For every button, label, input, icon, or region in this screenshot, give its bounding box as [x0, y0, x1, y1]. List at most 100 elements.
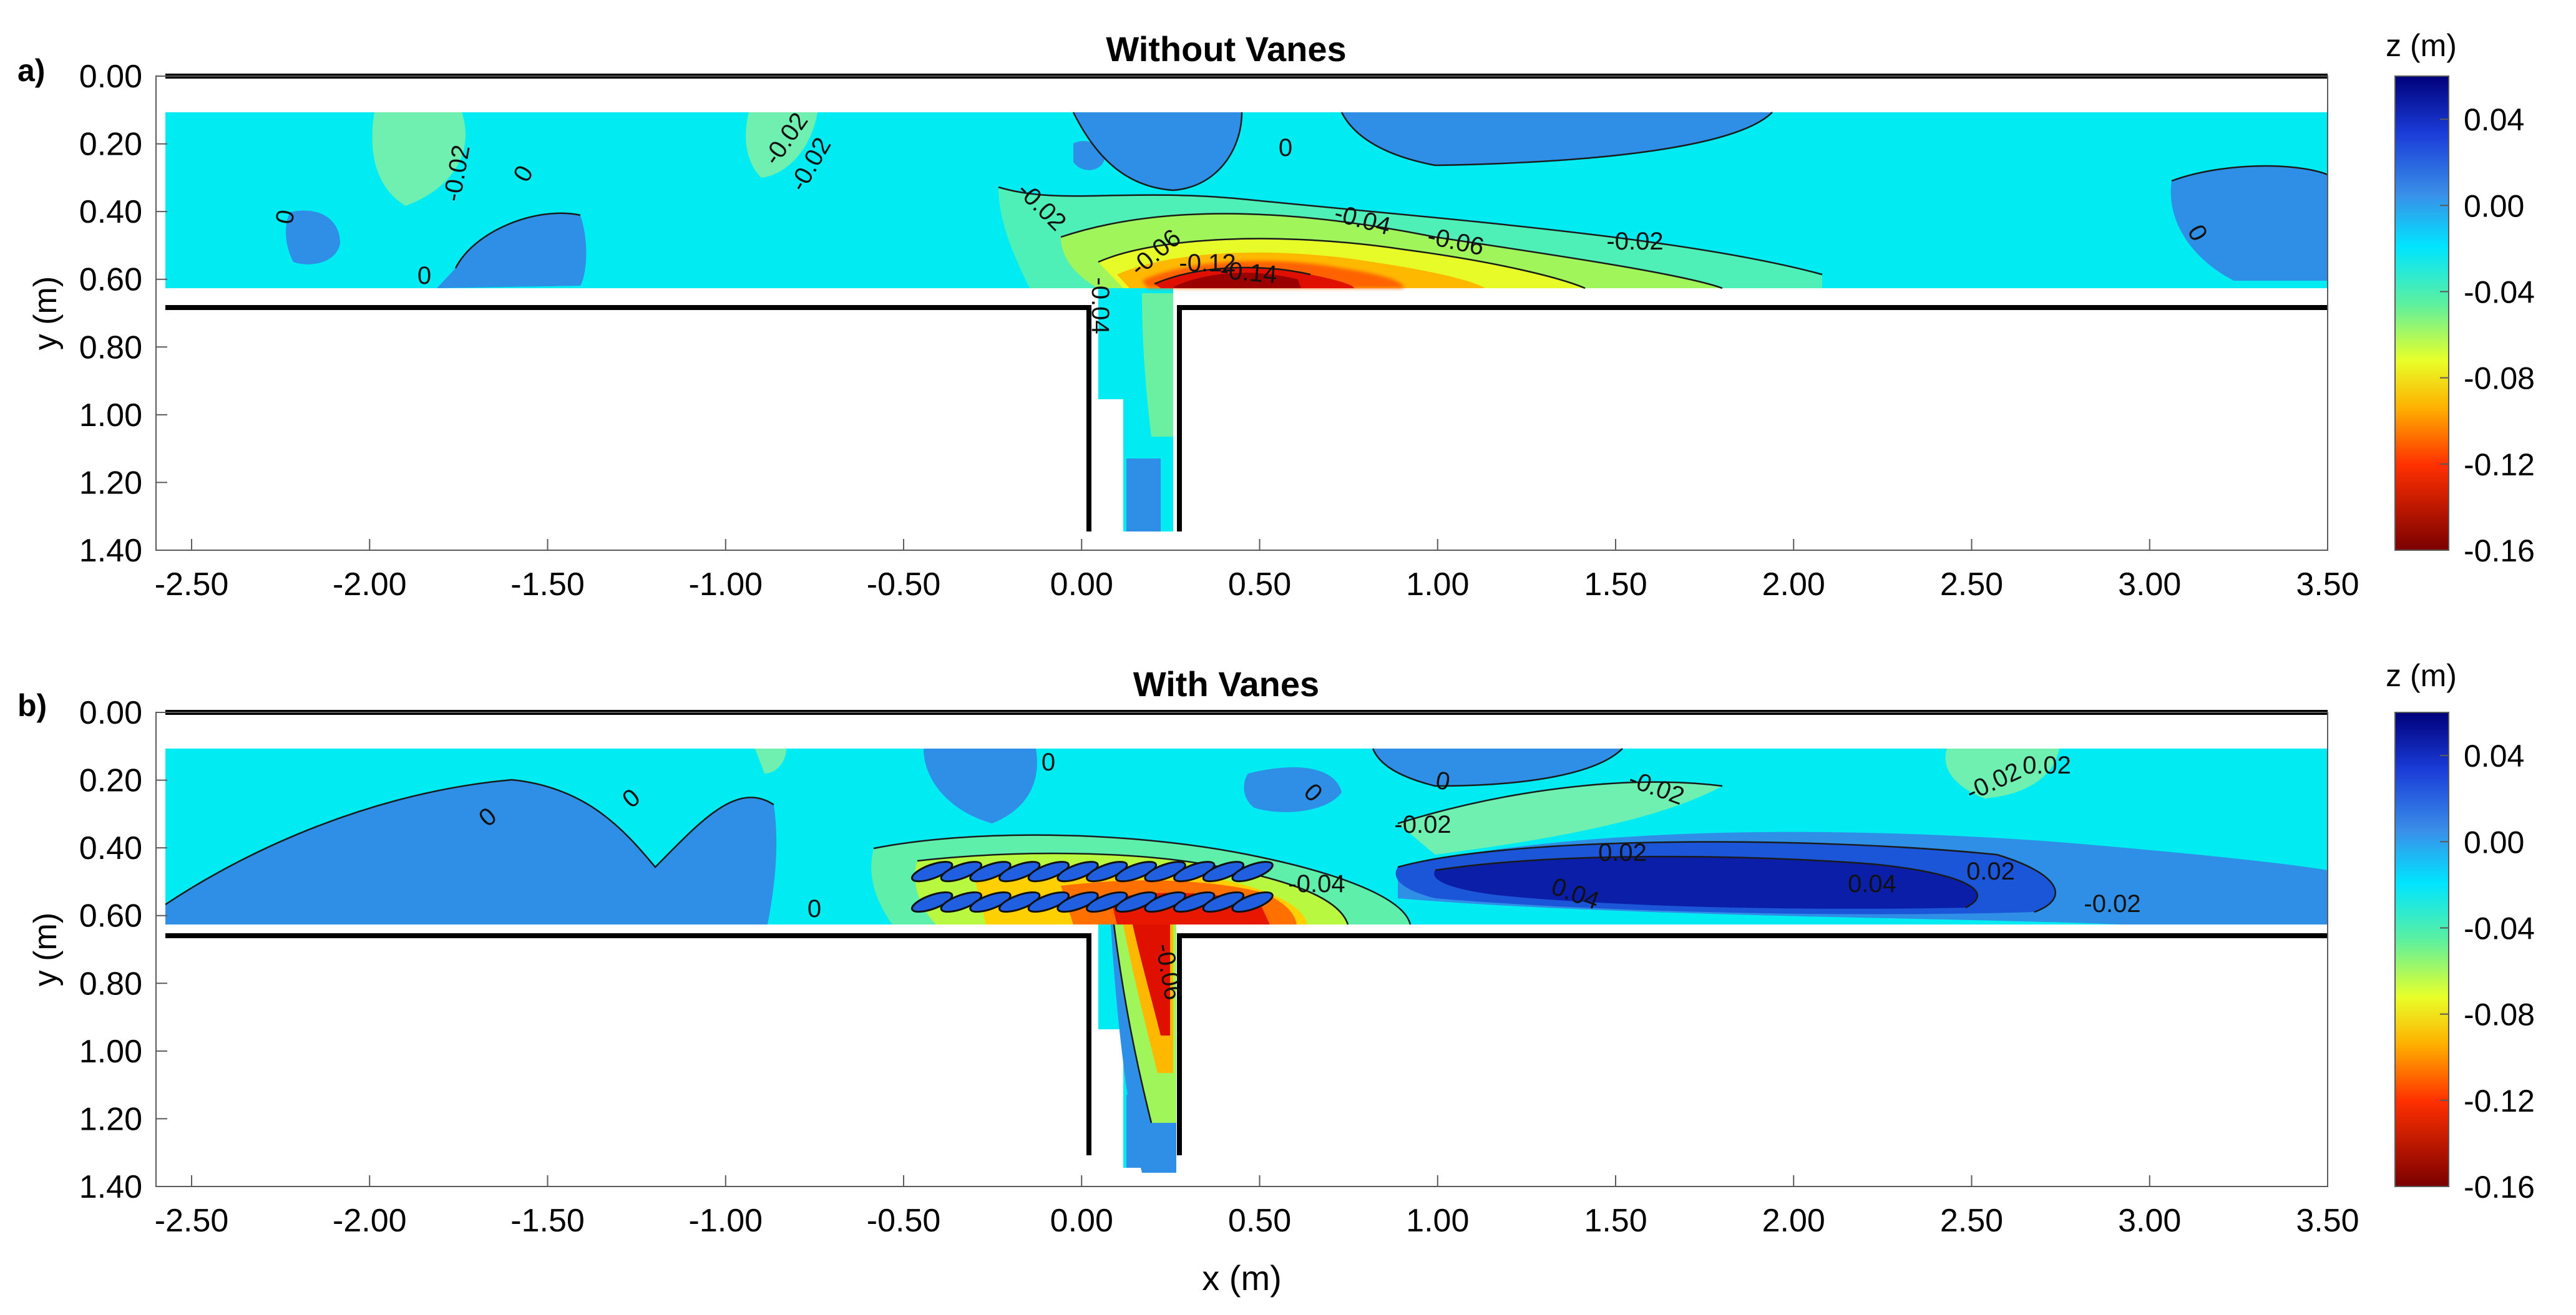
panel-a-contours — [454, 112, 2328, 289]
colorbar-tick-label: -0.12 — [2464, 1084, 2535, 1118]
x-tick-label: 1.50 — [1584, 566, 1647, 603]
vane — [940, 861, 983, 883]
y-tick-label: 1.00 — [79, 397, 142, 434]
x-tick-label: -2.50 — [155, 566, 229, 603]
colorbar-tick-label: -0.16 — [2464, 533, 2535, 568]
panel-b-xlabel: x (m) — [1202, 1258, 1282, 1298]
colorbar-a-gradient — [2394, 75, 2449, 551]
y-tick-label: 0.40 — [79, 830, 142, 866]
vane — [1231, 861, 1274, 883]
colorbar-tick-label: 0.00 — [2464, 825, 2524, 860]
x-tick-label: 0.50 — [1228, 566, 1291, 603]
vane — [911, 861, 954, 883]
contour-label: -0.02 — [1606, 228, 1663, 255]
x-tick-label: 1.00 — [1406, 566, 1469, 603]
vane — [1202, 861, 1245, 883]
panel-a-label: a) — [17, 53, 45, 88]
y-tick-label: 0.20 — [79, 763, 142, 799]
colorbar-a-label: z (m) — [2386, 28, 2457, 63]
panel-b-axes-frame — [155, 712, 2328, 1187]
vane — [1115, 891, 1158, 913]
vane — [1115, 861, 1158, 883]
colorbar-a: z (m) 0.04 0.00 -0.04 -0.08 -0.12 -0.16 — [2386, 28, 2535, 568]
x-tick-label: 3.50 — [2296, 566, 2359, 603]
x-tick-label: -0.50 — [867, 566, 941, 603]
x-tick-label: 0.00 — [1050, 566, 1113, 603]
vane — [940, 891, 983, 913]
panel-a-x-ticks: -2.50 -2.00 -1.50 -1.00 -0.50 0.00 0.50 1.00 1.5… — [155, 539, 2359, 603]
x-tick-label: 0.50 — [1228, 1203, 1291, 1239]
colorbar-tick-label: 0.00 — [2464, 188, 2524, 223]
contour-label: 0 — [1279, 134, 1292, 162]
vane — [1056, 891, 1099, 913]
contour-label: -0.04 — [1288, 870, 1345, 898]
panel-b-x-ticks: -2.50 -2.00 -1.50 -1.00 -0.50 0.00 0.50 1.00 1.5… — [155, 1175, 2359, 1239]
panel-b-vanes — [911, 861, 1274, 913]
x-tick-label: -1.50 — [510, 566, 585, 603]
x-tick-label: 2.50 — [1940, 566, 2003, 603]
vane — [1086, 861, 1128, 883]
contour-label: 0 — [1042, 749, 1055, 776]
panel-a-axes-frame — [155, 75, 2328, 551]
panel-b-label: b) — [17, 688, 47, 723]
panel-a-y-ticks: 0.00 0.20 0.40 0.60 0.80 1.00 1.20 1.40 — [79, 59, 167, 569]
colorbar-tick-label: 0.04 — [2464, 739, 2524, 774]
x-tick-label: 2.00 — [1762, 566, 1825, 603]
panel-b-ylabel: y (m) — [27, 913, 64, 986]
y-tick-label: 1.40 — [79, 533, 142, 569]
colorbar-tick-label: 0.04 — [2464, 102, 2524, 137]
contour-label: -0.12 — [1179, 250, 1236, 277]
contour-label: 0 — [807, 895, 821, 923]
x-tick-label: 3.50 — [2296, 1203, 2359, 1239]
panel-a-title: Without Vanes — [1106, 29, 1346, 69]
y-tick-label: 0.00 — [79, 59, 142, 95]
x-tick-label: -2.00 — [333, 1203, 407, 1239]
panel-b-contours — [165, 748, 2056, 1123]
y-tick-label: 0.80 — [79, 966, 142, 1002]
vane — [1144, 861, 1186, 883]
x-tick-label: -1.50 — [510, 1203, 585, 1239]
colorbar-tick-label: -0.04 — [2464, 911, 2535, 946]
contour-label: -0.02 — [2084, 890, 2140, 918]
contour-label: -0.14 — [1219, 256, 1279, 289]
x-tick-label: 3.00 — [2118, 566, 2181, 603]
x-tick-label: 2.50 — [1940, 1203, 2003, 1239]
vane — [1086, 891, 1128, 913]
vane — [1027, 891, 1070, 913]
colorbar-tick-label: -0.04 — [2464, 274, 2535, 309]
colorbar-tick-label: -0.16 — [2464, 1170, 2535, 1205]
x-tick-label: -0.50 — [867, 1203, 941, 1239]
x-tick-label: 2.00 — [1762, 1203, 1825, 1239]
panel-a: a) Without Vanes — [17, 29, 2359, 603]
y-tick-label: 1.20 — [79, 465, 142, 501]
vane — [1231, 891, 1274, 913]
vane — [1202, 891, 1245, 913]
vane — [969, 891, 1012, 913]
x-tick-label: 0.00 — [1050, 1203, 1113, 1239]
vane — [998, 891, 1041, 913]
colorbar-a-ticks: 0.04 0.00 -0.04 -0.08 -0.12 -0.16 — [2440, 102, 2535, 568]
vane — [1144, 891, 1186, 913]
contour-label: -0.04 — [1086, 277, 1114, 334]
contour-label: 0.02 — [1966, 858, 2015, 885]
y-tick-label: 0.00 — [79, 695, 142, 731]
panel-b-heatmap — [165, 748, 2328, 1173]
y-tick-label: 0.60 — [79, 898, 142, 934]
colorbar-tick-label: -0.08 — [2464, 997, 2535, 1032]
vane — [911, 891, 954, 913]
x-tick-label: 1.00 — [1406, 1203, 1469, 1239]
colorbar-tick-label: -0.08 — [2464, 361, 2535, 396]
vane — [969, 861, 1012, 883]
y-tick-label: 0.60 — [79, 262, 142, 298]
colorbar-b-gradient — [2394, 712, 2449, 1187]
colorbar-b-ticks: 0.04 0.00 -0.04 -0.08 -0.12 -0.16 — [2440, 739, 2535, 1205]
panel-b-title: With Vanes — [1133, 664, 1319, 704]
vane — [1173, 861, 1216, 883]
x-tick-label: -1.00 — [689, 566, 763, 603]
vane — [1173, 891, 1216, 913]
colorbar-tick-label: -0.12 — [2464, 447, 2535, 482]
contour-label: 0.02 — [1598, 839, 1647, 866]
colorbar-b-label: z (m) — [2386, 658, 2457, 693]
y-tick-label: 0.20 — [79, 127, 142, 163]
